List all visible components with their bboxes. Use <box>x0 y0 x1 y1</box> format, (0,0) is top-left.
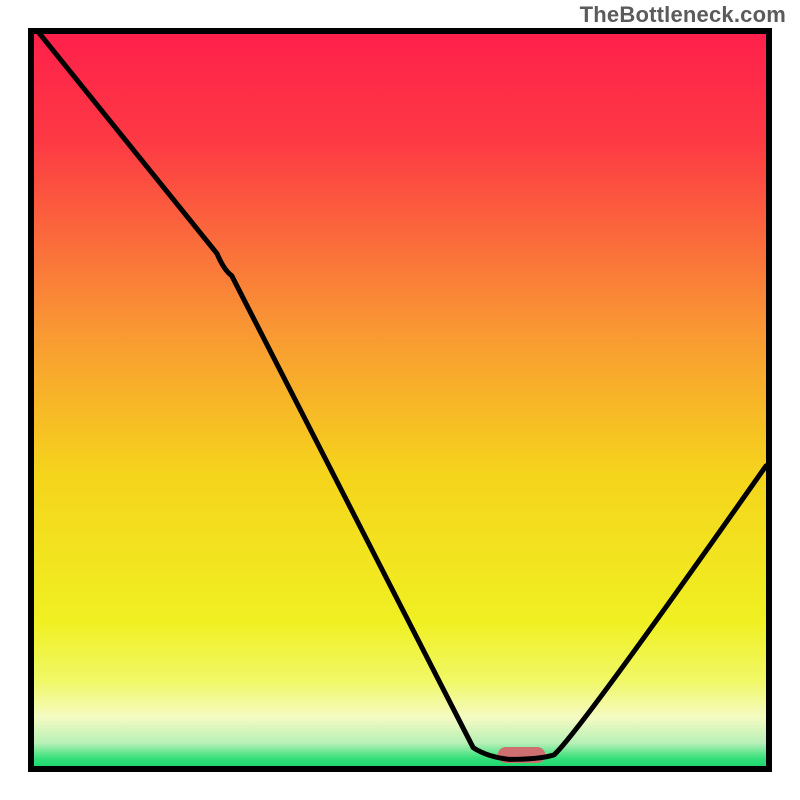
plot-svg <box>28 28 772 772</box>
attribution-text: TheBottleneck.com <box>580 2 786 28</box>
gradient-background <box>31 31 769 769</box>
plot-area <box>28 28 772 772</box>
chart-frame: TheBottleneck.com <box>0 0 800 800</box>
